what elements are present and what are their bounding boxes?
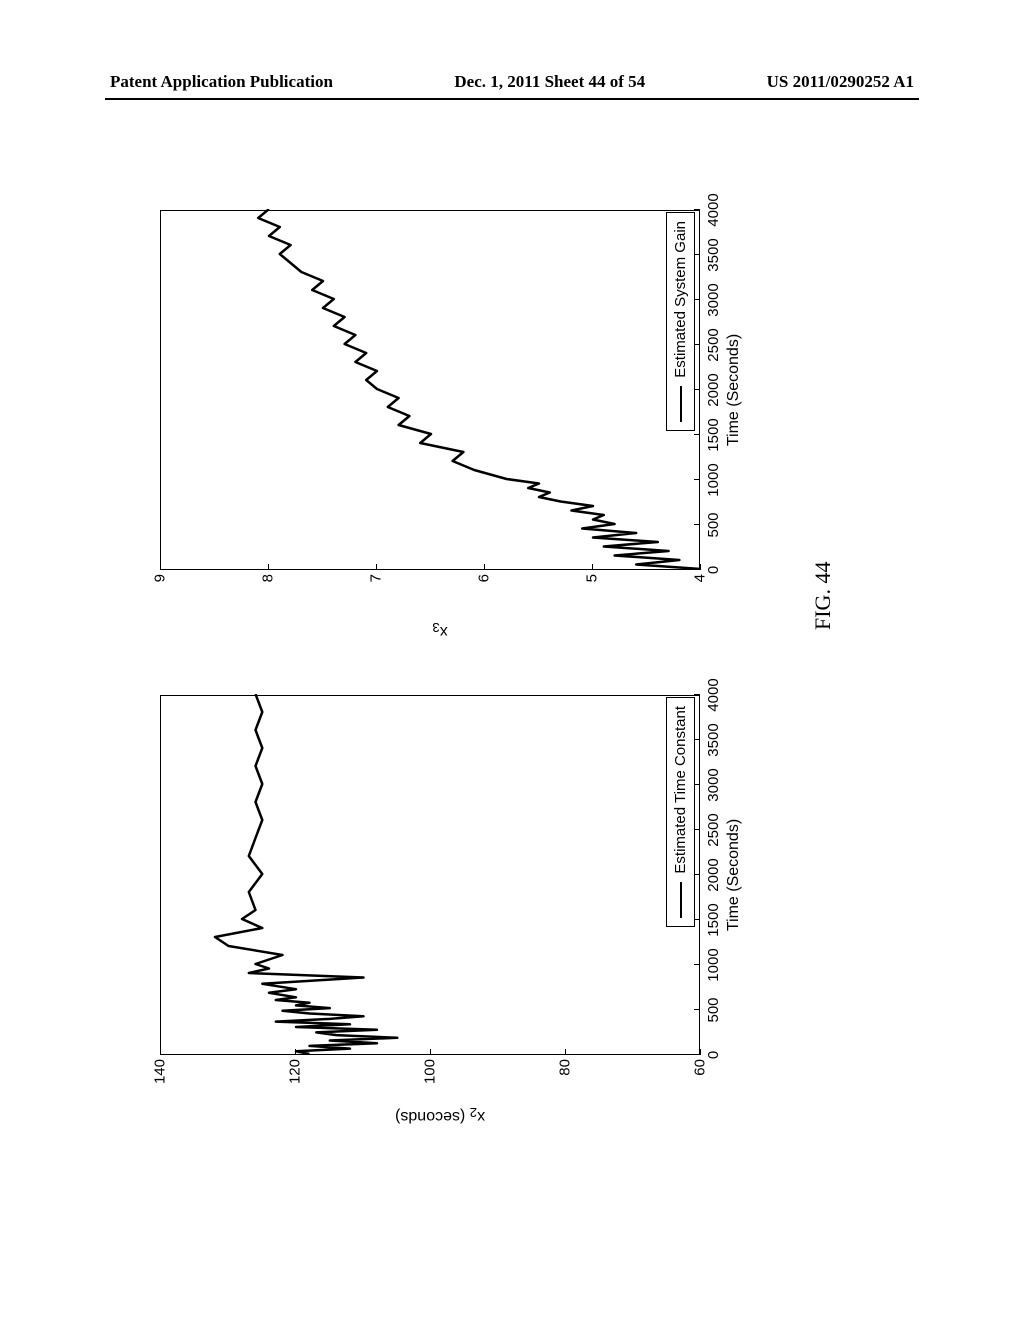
ytick-label: 80 xyxy=(557,1059,574,1095)
xtick-label: 1500 xyxy=(705,903,722,936)
ytick-label: 120 xyxy=(287,1059,304,1095)
legend-line-icon xyxy=(680,882,682,918)
xtick-mark xyxy=(694,569,700,570)
xtick-label: 1000 xyxy=(705,463,722,496)
ytick-label: 8 xyxy=(260,574,277,610)
ytick-label: 9 xyxy=(152,574,169,610)
chart-container: x2 (seconds) Time (Seconds) Estimated Ti… xyxy=(120,160,900,1140)
xtick-label: 500 xyxy=(705,997,722,1022)
legend-bottom: Estimated System Gain xyxy=(666,212,695,431)
xtick-label: 0 xyxy=(705,1051,722,1059)
figure-caption: FIG. 44 xyxy=(810,562,836,630)
ytick-mark xyxy=(700,1049,701,1055)
header-rule xyxy=(105,98,919,100)
ytick-label: 5 xyxy=(584,574,601,610)
ytick-mark xyxy=(160,1049,161,1055)
xtick-label: 4000 xyxy=(705,678,722,711)
plot-box-top xyxy=(160,695,700,1055)
line-path-bottom xyxy=(258,209,701,569)
ylabel-top: x2 (seconds) xyxy=(395,1105,485,1125)
xtick-mark xyxy=(694,299,700,300)
xtick-label: 3500 xyxy=(705,723,722,756)
legend-label-bottom: Estimated System Gain xyxy=(672,221,689,378)
ytick-mark xyxy=(484,564,485,570)
ytick-label: 6 xyxy=(476,574,493,610)
xtick-mark xyxy=(694,434,700,435)
ytick-mark xyxy=(160,564,161,570)
xtick-mark xyxy=(694,389,700,390)
xtick-label: 0 xyxy=(705,566,722,574)
xtick-label: 3000 xyxy=(705,768,722,801)
xtick-mark xyxy=(694,479,700,480)
xtick-label: 500 xyxy=(705,512,722,537)
figure-area: x2 (seconds) Time (Seconds) Estimated Ti… xyxy=(120,160,900,1140)
xtick-mark xyxy=(694,694,700,695)
xtick-mark xyxy=(694,829,700,830)
xtick-mark xyxy=(694,344,700,345)
xtick-label: 1000 xyxy=(705,948,722,981)
line-path-top xyxy=(215,694,397,1054)
xtick-mark xyxy=(694,1054,700,1055)
xtick-mark xyxy=(694,919,700,920)
xtick-mark xyxy=(694,964,700,965)
ylabel-bottom: x3 xyxy=(432,620,447,640)
ytick-mark xyxy=(430,1049,431,1055)
header-left: Patent Application Publication xyxy=(110,72,333,92)
xtick-label: 2000 xyxy=(705,373,722,406)
xtick-mark xyxy=(694,784,700,785)
ytick-label: 7 xyxy=(368,574,385,610)
xlabel-top: Time (Seconds) xyxy=(725,819,743,931)
plot-box-bottom xyxy=(160,210,700,570)
header-center: Dec. 1, 2011 Sheet 44 of 54 xyxy=(454,72,645,92)
chart-system-gain: x3 Time (Seconds) Estimated System Gain … xyxy=(160,190,750,610)
legend-top: Estimated Time Constant xyxy=(666,697,695,927)
ytick-mark xyxy=(592,564,593,570)
line-svg-top xyxy=(161,694,701,1054)
ytick-mark xyxy=(565,1049,566,1055)
ytick-mark xyxy=(376,564,377,570)
xtick-label: 3000 xyxy=(705,283,722,316)
xlabel-bottom: Time (Seconds) xyxy=(725,334,743,446)
page-header: Patent Application Publication Dec. 1, 2… xyxy=(0,72,1024,92)
ytick-mark xyxy=(268,564,269,570)
header-right: US 2011/0290252 A1 xyxy=(767,72,914,92)
xtick-mark xyxy=(694,739,700,740)
legend-line-icon xyxy=(680,386,682,422)
xtick-label: 2500 xyxy=(705,813,722,846)
ytick-mark xyxy=(295,1049,296,1055)
xtick-label: 1500 xyxy=(705,418,722,451)
ytick-label: 4 xyxy=(692,574,709,610)
chart-time-constant: x2 (seconds) Time (Seconds) Estimated Ti… xyxy=(160,675,750,1095)
xtick-label: 4000 xyxy=(705,193,722,226)
line-svg-bottom xyxy=(161,209,701,569)
ytick-label: 100 xyxy=(422,1059,439,1095)
xtick-mark xyxy=(694,209,700,210)
legend-label-top: Estimated Time Constant xyxy=(672,706,689,874)
ytick-label: 140 xyxy=(152,1059,169,1095)
ytick-label: 60 xyxy=(692,1059,709,1095)
xtick-label: 2000 xyxy=(705,858,722,891)
xtick-label: 3500 xyxy=(705,238,722,271)
xtick-mark xyxy=(694,524,700,525)
xtick-mark xyxy=(694,254,700,255)
ytick-mark xyxy=(700,564,701,570)
xtick-mark xyxy=(694,874,700,875)
xtick-mark xyxy=(694,1009,700,1010)
xtick-label: 2500 xyxy=(705,328,722,361)
